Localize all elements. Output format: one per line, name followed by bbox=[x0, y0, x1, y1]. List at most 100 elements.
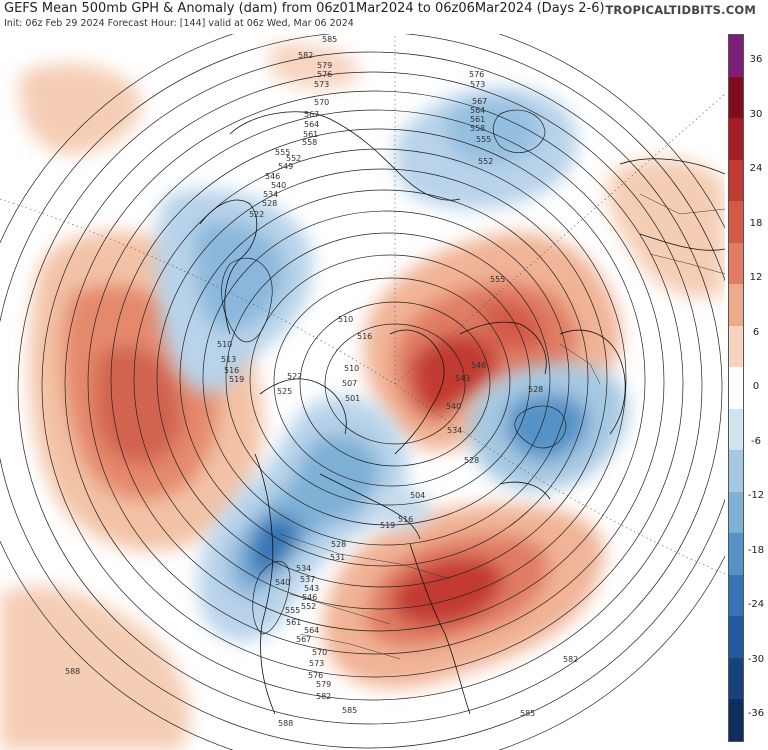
contour-label: 528 bbox=[262, 199, 277, 208]
colorbar-segment bbox=[729, 533, 743, 576]
contour-label: 588 bbox=[278, 719, 293, 728]
political-borders bbox=[279, 193, 725, 660]
map-subtitle: Init: 06z Feb 29 2024 Forecast Hour: [14… bbox=[4, 18, 354, 29]
graticule bbox=[0, 34, 725, 575]
colorbar-segment bbox=[729, 325, 743, 368]
contour-label: 528 bbox=[528, 385, 543, 394]
contour-label: 519 bbox=[380, 521, 395, 530]
contour-label: 522 bbox=[249, 210, 264, 219]
colorbar-tick-label: 36 bbox=[749, 54, 763, 65]
contour-label: 534 bbox=[263, 190, 278, 199]
height-contours bbox=[0, 34, 725, 750]
map-panel: 585 582 579 576 573 570 567 564 561 558 … bbox=[0, 34, 725, 750]
colorbar-tick-label: -24 bbox=[747, 599, 765, 610]
colorbar-segment bbox=[729, 242, 743, 285]
contour-label: 546 bbox=[302, 593, 317, 602]
colorbar-tick-label: -12 bbox=[747, 490, 765, 501]
contour-label: 555 bbox=[285, 606, 300, 615]
colorbar-tick-label: 24 bbox=[749, 163, 763, 174]
colorbar-tick-label: 30 bbox=[749, 108, 763, 120]
colorbar-segment bbox=[729, 284, 743, 327]
contour-label: 573 bbox=[314, 80, 329, 89]
contour-label: 516 bbox=[357, 332, 372, 341]
anomaly-west-na-negative bbox=[198, 396, 408, 642]
contour-label: 582 bbox=[316, 692, 331, 701]
contour-label: 510 bbox=[338, 315, 353, 324]
colorbar-segment bbox=[729, 367, 743, 410]
colorbar-tick-label: -18 bbox=[747, 544, 765, 556]
contour-label: 564 bbox=[470, 106, 485, 115]
contour-label: 504 bbox=[410, 491, 425, 500]
header: GEFS Mean 500mb GPH & Anomaly (dam) from… bbox=[0, 0, 768, 34]
colorbar-segment bbox=[729, 159, 743, 202]
contour-label: 582 bbox=[563, 655, 578, 664]
contour-label: 573 bbox=[309, 659, 324, 668]
contour-label: 525 bbox=[277, 387, 292, 396]
contour-label: 501 bbox=[345, 394, 360, 403]
colorbar-segment bbox=[729, 201, 743, 244]
anomaly-sw-positive bbox=[0, 586, 190, 750]
contour-label: 534 bbox=[296, 564, 311, 573]
colorbar-tick-label: -36 bbox=[747, 708, 765, 719]
anomaly-asia-negative bbox=[394, 87, 578, 209]
anomaly-europe-positive bbox=[607, 157, 725, 298]
colorbar-segment bbox=[729, 450, 743, 493]
contour-label: 567 bbox=[472, 97, 487, 106]
contour-label: 543 bbox=[304, 584, 319, 593]
colorbar-tick-label: -6 bbox=[751, 435, 761, 447]
contour-label: 561 bbox=[303, 130, 318, 139]
contour-label: 543 bbox=[455, 374, 470, 383]
contour-label: 519 bbox=[229, 375, 244, 384]
contour-labels: 585 582 579 576 573 570 567 564 561 558 … bbox=[65, 35, 578, 728]
contour-label: 570 bbox=[312, 648, 327, 657]
anomaly-greenland-positive bbox=[364, 232, 622, 451]
contour-label: 546 bbox=[471, 361, 486, 370]
anomaly-bering-negative bbox=[155, 189, 313, 394]
contour-label: 510 bbox=[217, 340, 232, 349]
contour-label: 534 bbox=[447, 426, 462, 435]
contour-label: 549 bbox=[278, 162, 293, 171]
contour-label: 516 bbox=[398, 515, 413, 524]
contour-label: 555 bbox=[490, 275, 505, 284]
contour-label: 537 bbox=[300, 575, 315, 584]
colorbar-segment bbox=[729, 574, 743, 617]
map-svg: 585 582 579 576 573 570 567 564 561 558 … bbox=[0, 34, 725, 750]
contour-label: 564 bbox=[304, 626, 319, 635]
colorbar-segment bbox=[729, 408, 743, 451]
contour-label: 585 bbox=[322, 35, 337, 44]
anomaly-nw-positive bbox=[19, 43, 360, 154]
anomaly-layer bbox=[0, 43, 725, 750]
colorbar-tick-label: -30 bbox=[747, 653, 765, 665]
contour-label: 540 bbox=[271, 181, 286, 190]
contour-label: 540 bbox=[446, 402, 461, 411]
colorbar-segment bbox=[729, 118, 743, 161]
colorbar-segment bbox=[729, 657, 743, 700]
contour-label: 552 bbox=[478, 157, 493, 166]
brand-watermark: TROPICALTIDBITS.COM bbox=[605, 3, 756, 17]
contour-label: 573 bbox=[470, 80, 485, 89]
contour-label: 513 bbox=[221, 355, 236, 364]
colorbar-tick-label: 18 bbox=[749, 217, 763, 229]
contour-label: 579 bbox=[317, 61, 332, 70]
colorbar-segment bbox=[729, 76, 743, 119]
contour-label: 531 bbox=[330, 553, 345, 562]
contour-label: 579 bbox=[316, 680, 331, 689]
contour-label: 582 bbox=[298, 51, 313, 60]
contour-label: 558 bbox=[302, 138, 317, 147]
contour-label: 510 bbox=[344, 364, 359, 373]
contour-label: 588 bbox=[65, 667, 80, 676]
colorbar-segment bbox=[729, 616, 743, 659]
contour-label: 555 bbox=[275, 148, 290, 157]
contour-label: 567 bbox=[304, 110, 319, 119]
contour-label: 516 bbox=[224, 366, 239, 375]
contour-label: 552 bbox=[301, 602, 316, 611]
anomaly-hudson-negative bbox=[370, 489, 430, 531]
contour-label: 585 bbox=[520, 709, 535, 718]
contour-label: 576 bbox=[469, 70, 484, 79]
colorbar-tick-label: 6 bbox=[752, 326, 760, 338]
anomaly-colorbar bbox=[728, 34, 744, 742]
contour-label: 555 bbox=[476, 135, 491, 144]
contour-label: 567 bbox=[296, 635, 311, 644]
contour-label: 561 bbox=[286, 618, 301, 627]
colorbar-tick-label: 12 bbox=[749, 272, 763, 283]
